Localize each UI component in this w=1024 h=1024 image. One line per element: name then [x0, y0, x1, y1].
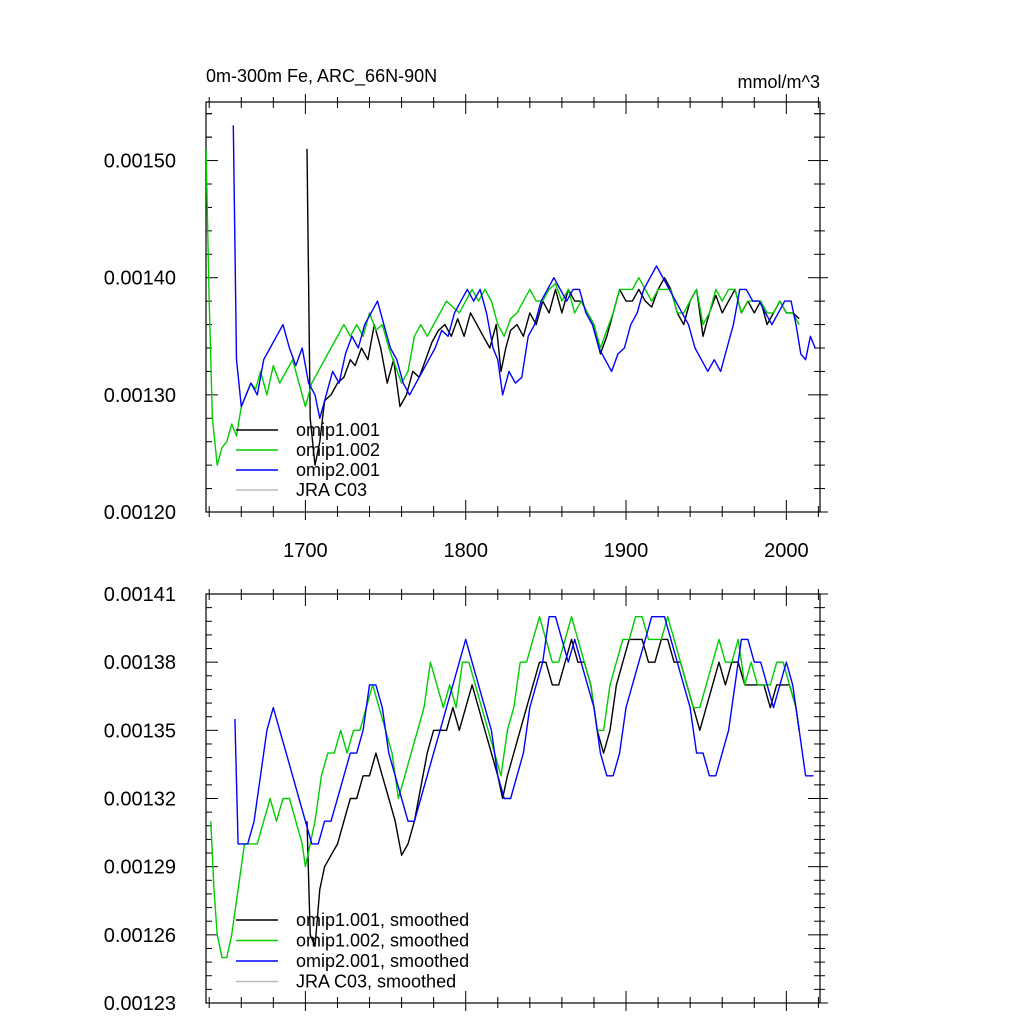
- legend-label: omip1.001, smoothed: [296, 910, 469, 930]
- legend-label: omip1.002: [296, 440, 380, 460]
- chart-title: 0m-300m Fe, ARC_66N-90N: [206, 66, 437, 87]
- plot-frame: [205, 101, 821, 513]
- series-line-1: [210, 616, 800, 959]
- legend-label: omip2.001: [296, 460, 380, 480]
- legend-label: omip1.001: [296, 420, 380, 440]
- y-tick-label: 0.00132: [104, 789, 176, 811]
- y-tick-label: 0.00129: [104, 857, 176, 879]
- series-line-2: [234, 616, 814, 845]
- units-label: mmol/m^3: [738, 72, 820, 92]
- y-tick-label: 0.00138: [104, 652, 176, 674]
- legend-label: omip2.001, smoothed: [296, 951, 469, 971]
- legend-label: JRA C03, smoothed: [296, 972, 456, 992]
- x-tick-label: 1800: [443, 540, 488, 562]
- x-tick-label: 2000: [764, 540, 809, 562]
- bottom-panel: 0.00123 0.00126 0.00129 0.00132 0.00135 0.001…: [104, 584, 828, 1015]
- series-line-1: [206, 148, 800, 466]
- series-line-0: [306, 148, 800, 466]
- y-tick-label: 0.00140: [104, 268, 176, 290]
- series-line-0: [306, 638, 800, 947]
- legend-label: omip1.002, smoothed: [296, 931, 469, 951]
- legend-label: JRA C03: [296, 480, 367, 500]
- y-tick-label: 0.00120: [104, 502, 176, 524]
- y-tick-label: 0.00130: [104, 385, 176, 407]
- y-tick-label: 0.00123: [104, 993, 176, 1015]
- series-line-2: [232, 125, 816, 419]
- x-tick-label: 1900: [604, 540, 649, 562]
- x-tick-label: 1700: [283, 540, 328, 562]
- y-tick-label: 0.00126: [104, 925, 176, 947]
- y-tick-label: 0.00141: [104, 584, 176, 606]
- y-tick-label: 0.00150: [104, 151, 176, 173]
- top-panel: 0.00120 0.00130 0.00140 0.00150 1700 1800 1900…: [104, 66, 828, 562]
- y-tick-label: 0.00135: [104, 720, 176, 742]
